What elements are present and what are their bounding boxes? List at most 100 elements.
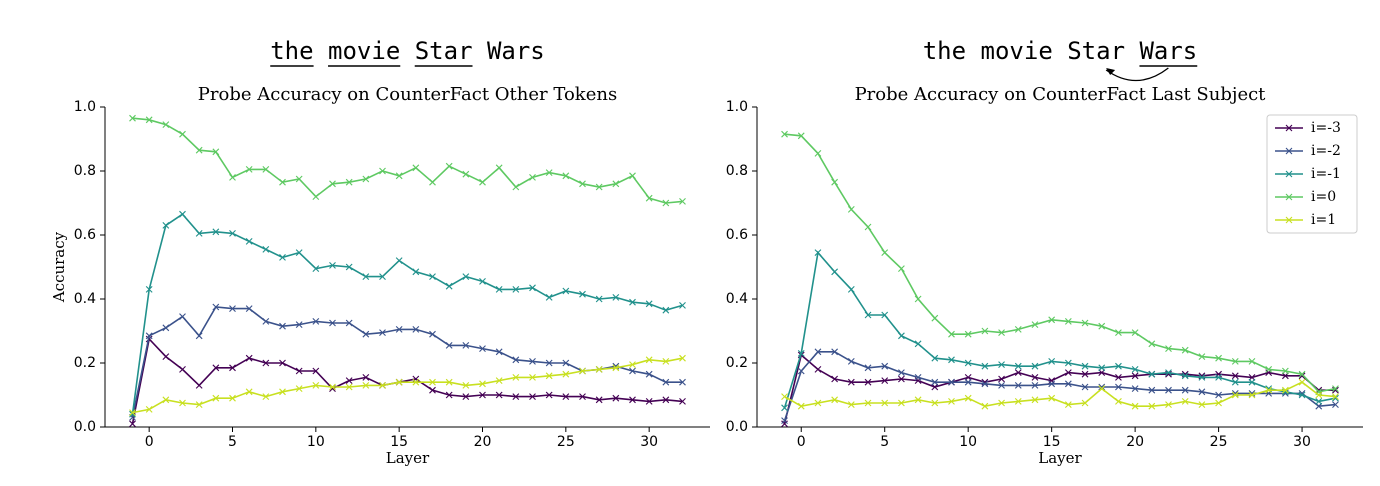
marker bbox=[162, 396, 170, 404]
marker bbox=[1081, 370, 1089, 378]
marker bbox=[145, 406, 153, 413]
marker bbox=[1248, 391, 1256, 399]
marker bbox=[1014, 362, 1022, 370]
marker bbox=[964, 359, 972, 367]
marker bbox=[562, 359, 570, 367]
marker bbox=[612, 364, 620, 372]
chart-title: Probe Accuracy on CounterFact Other Toke… bbox=[198, 84, 617, 105]
marker bbox=[864, 378, 872, 386]
marker bbox=[429, 330, 436, 338]
marker bbox=[998, 361, 1005, 368]
marker bbox=[595, 396, 603, 404]
marker bbox=[1115, 383, 1122, 391]
marker bbox=[1298, 378, 1306, 386]
x-tick-label: 0 bbox=[145, 434, 154, 450]
marker bbox=[998, 399, 1005, 407]
marker bbox=[1215, 399, 1222, 407]
marker bbox=[1098, 385, 1106, 392]
marker bbox=[1215, 391, 1222, 399]
marker bbox=[679, 302, 686, 309]
marker bbox=[1231, 391, 1239, 399]
marker bbox=[1165, 386, 1172, 394]
marker bbox=[629, 298, 636, 306]
marker bbox=[1248, 374, 1256, 381]
marker bbox=[1115, 374, 1122, 381]
marker bbox=[864, 223, 872, 231]
marker bbox=[981, 402, 989, 410]
marker bbox=[445, 391, 453, 399]
marker bbox=[1014, 382, 1022, 389]
marker bbox=[529, 358, 536, 365]
marker bbox=[295, 175, 303, 183]
marker bbox=[1198, 401, 1206, 408]
marker bbox=[679, 198, 686, 205]
legend-box bbox=[1266, 114, 1358, 234]
marker bbox=[595, 295, 603, 303]
legend-marker bbox=[1285, 147, 1293, 155]
marker bbox=[345, 383, 353, 391]
marker bbox=[312, 367, 320, 375]
marker bbox=[262, 318, 270, 325]
marker bbox=[412, 164, 420, 172]
marker bbox=[662, 306, 670, 314]
marker bbox=[179, 210, 186, 218]
y-tick-label: 0.8 bbox=[74, 163, 96, 179]
marker bbox=[831, 396, 839, 404]
marker bbox=[429, 378, 436, 386]
marker bbox=[1181, 398, 1189, 405]
marker bbox=[212, 394, 220, 402]
marker bbox=[864, 399, 872, 407]
marker bbox=[847, 401, 855, 408]
marker bbox=[562, 370, 570, 378]
marker bbox=[1315, 391, 1323, 399]
marker bbox=[562, 393, 570, 400]
marker bbox=[595, 183, 603, 191]
marker bbox=[814, 150, 822, 157]
marker bbox=[1315, 402, 1323, 410]
marker bbox=[914, 374, 922, 381]
marker bbox=[329, 319, 336, 327]
marker bbox=[1115, 329, 1122, 336]
marker bbox=[329, 262, 336, 269]
marker bbox=[1131, 402, 1139, 410]
marker bbox=[1098, 369, 1106, 376]
marker bbox=[1165, 345, 1172, 352]
marker bbox=[1148, 402, 1156, 410]
x-axis-label: Layer bbox=[386, 449, 430, 467]
marker bbox=[1064, 359, 1072, 367]
marker bbox=[1265, 386, 1273, 394]
marker bbox=[1181, 346, 1189, 354]
marker bbox=[847, 286, 855, 293]
legend-marker bbox=[1285, 170, 1293, 178]
marker bbox=[445, 282, 453, 290]
marker bbox=[1064, 380, 1072, 388]
y-tick-label: 1.0 bbox=[726, 99, 748, 115]
marker bbox=[479, 391, 486, 399]
marker bbox=[914, 295, 922, 303]
marker bbox=[545, 391, 553, 399]
marker bbox=[345, 319, 353, 327]
marker bbox=[998, 375, 1005, 383]
marker bbox=[1031, 396, 1039, 404]
marker bbox=[279, 388, 286, 396]
marker bbox=[545, 169, 553, 176]
marker bbox=[898, 399, 905, 407]
marker bbox=[279, 359, 286, 367]
legend-marker bbox=[1285, 216, 1293, 224]
marker bbox=[312, 193, 320, 200]
marker bbox=[948, 356, 955, 364]
marker bbox=[379, 329, 386, 336]
legend-marker bbox=[1285, 124, 1293, 132]
marker bbox=[129, 409, 136, 416]
marker bbox=[412, 268, 420, 276]
y-tick-label: 0.2 bbox=[74, 355, 96, 371]
marker bbox=[1231, 358, 1239, 365]
marker bbox=[195, 230, 203, 237]
y-tick-label: 0.0 bbox=[726, 419, 748, 435]
marker bbox=[295, 249, 303, 256]
series-line bbox=[783, 351, 1336, 421]
marker bbox=[964, 374, 972, 381]
marker bbox=[229, 364, 236, 372]
marker bbox=[662, 358, 670, 365]
marker bbox=[329, 383, 336, 391]
